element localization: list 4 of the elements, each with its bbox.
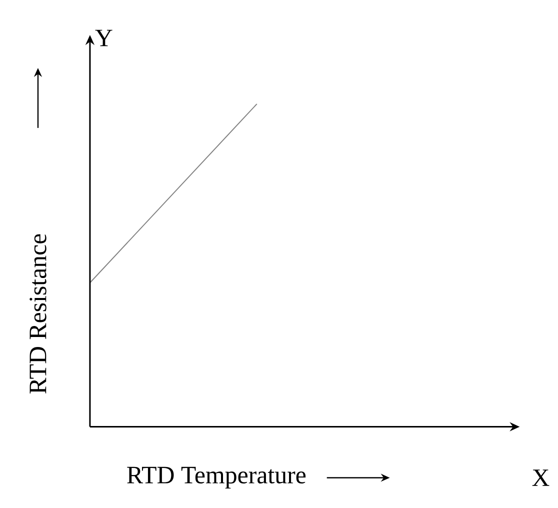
text: X: [532, 470, 550, 486]
x-axis-title: RTD Temperature: [127, 467, 306, 489]
y-axis-title: RTD Resistance: [30, 234, 46, 394]
text: Y: [95, 30, 112, 46]
